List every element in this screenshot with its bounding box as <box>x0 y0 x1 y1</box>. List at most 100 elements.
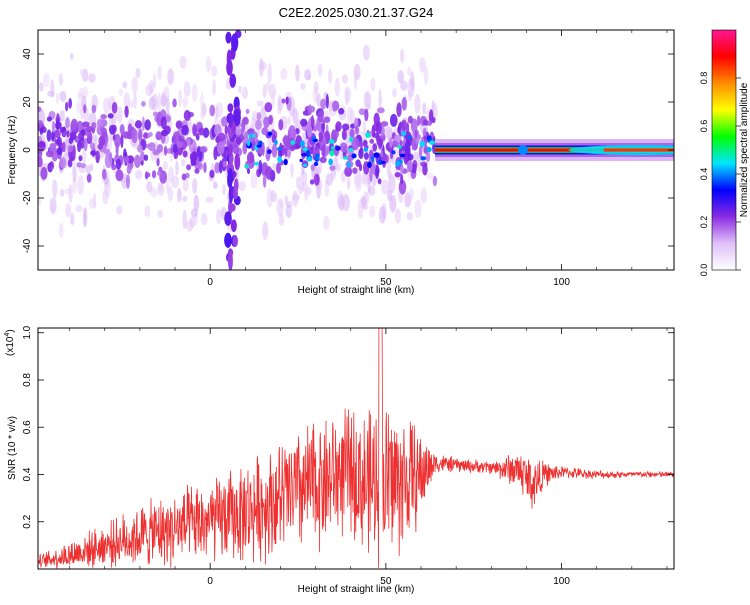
spectrogram-blob <box>380 150 384 158</box>
spectrogram-blob <box>162 161 168 171</box>
spectrogram-speckle <box>426 146 432 153</box>
spectrogram-blob <box>256 100 264 107</box>
spectrogram-blob <box>388 170 393 180</box>
spectrogram-blob <box>396 102 402 118</box>
spectrogram-blob <box>193 126 198 137</box>
spectrogram-blob <box>77 175 85 196</box>
spectrogram-blob <box>339 142 348 153</box>
spectrogram-blob <box>393 134 402 142</box>
spectrogram-blob <box>288 125 296 141</box>
colorbar-tick-label: 0.6 <box>699 120 709 133</box>
spectrogram-blob <box>214 162 221 174</box>
spectrogram-speckle <box>283 158 288 166</box>
spectrogram-blob <box>357 198 364 219</box>
spectrogram-blob <box>371 125 376 138</box>
spectrogram-blob <box>313 173 320 186</box>
spectrogram-blob <box>422 119 428 126</box>
spectrogram-blob <box>295 64 300 82</box>
spectrogram-blob <box>127 123 133 135</box>
spectrogram-blob <box>182 178 189 192</box>
spectrogram-blob <box>189 152 198 162</box>
spectrogram-blob <box>78 155 83 162</box>
spectrogram-blob <box>199 146 208 153</box>
spectrogram-speckle <box>347 161 351 168</box>
spectrogram-blob <box>345 166 351 173</box>
spectrogram-blob <box>148 131 153 138</box>
spectrogram-blob <box>420 187 428 204</box>
spectrogram-blob <box>261 127 269 136</box>
spectrogram-blob <box>398 179 407 195</box>
spectrogram-blob <box>216 141 225 155</box>
spectrogram-blob <box>216 209 222 225</box>
spectrogram-blob <box>183 110 191 122</box>
spectrogram-blob <box>354 125 360 135</box>
spectrogram-blob <box>65 117 70 129</box>
spectrogram-blob <box>295 176 302 190</box>
spectrogram-speckle <box>420 156 427 161</box>
spectrogram-blob <box>178 88 182 108</box>
spectrogram-speckle <box>277 156 282 163</box>
spectrogram-speckle <box>302 163 308 168</box>
spectrogram-speckle <box>363 147 369 152</box>
spectrogram-heatmap <box>38 30 674 270</box>
spectrogram-blob <box>407 115 414 124</box>
spectrogram-blob <box>156 143 164 153</box>
spectrogram-blob <box>38 82 44 92</box>
spectrogram-blob <box>300 170 308 185</box>
spectrogram-blob <box>65 203 72 218</box>
spectrogram-blob <box>414 129 418 139</box>
spectrogram-blob <box>181 124 189 136</box>
spectrogram-stripe-blob <box>226 49 232 69</box>
spectrogram-blob <box>200 212 208 226</box>
spectrogram-blob <box>183 81 191 98</box>
spectrogram-blob <box>156 157 160 167</box>
spectrogram-blob <box>310 164 315 172</box>
spectrogram-stripe-blob <box>229 73 237 88</box>
spectrogram-blob <box>140 151 145 163</box>
spectrogram-blob <box>114 133 121 148</box>
spectrogram-speckle <box>349 136 354 143</box>
spectrogram-speckle <box>380 160 386 164</box>
spectrogram-speckle <box>313 161 319 167</box>
spectrogram-blob <box>338 194 345 211</box>
spectrogram-speckle <box>256 144 263 148</box>
spectrogram-blob <box>38 120 44 126</box>
spectrogram-blob <box>58 73 63 87</box>
spectrogram-blob <box>47 90 55 97</box>
spectrogram-blob <box>53 129 61 139</box>
spectrogram-blob <box>381 179 390 195</box>
spectrogram-blob <box>323 116 331 124</box>
spectrogram-speckle <box>330 146 335 150</box>
spectrogram-blob <box>138 128 143 142</box>
spectrogram-blob <box>376 107 385 114</box>
spectrogram-blob <box>160 91 167 107</box>
spectrogram-blob <box>378 206 387 224</box>
spectrogram-blob <box>235 137 242 145</box>
spectrogram-blob <box>276 162 282 174</box>
spectrogram-blob <box>46 129 52 142</box>
spectrogram-stripe-blob <box>227 103 234 113</box>
spectrogram-blob <box>181 158 186 167</box>
spectrogram-blob <box>392 88 397 98</box>
x-tick-label: 0 <box>207 277 213 288</box>
spectrogram-speckle <box>315 156 320 161</box>
spectrogram-blob <box>281 98 286 104</box>
spectrogram-blob <box>268 114 273 125</box>
spectrogram-blob <box>182 96 188 108</box>
spectrogram-blob <box>406 212 414 221</box>
spectrogram-blob <box>100 114 107 120</box>
spectrogram-blob <box>262 84 267 99</box>
snr-series-line <box>38 328 674 569</box>
spectrogram-blob <box>233 127 242 136</box>
spectrogram-blob <box>165 97 170 116</box>
spectrogram-blob <box>418 145 423 158</box>
spectrogram-blob <box>134 120 143 129</box>
spectrogram-blob <box>246 151 255 164</box>
spectrogram-blob <box>191 84 198 102</box>
spectrogram-blob <box>194 168 200 174</box>
spectrogram-blob <box>363 191 369 206</box>
spectrogram-blob <box>70 52 74 61</box>
spectrogram-blob <box>369 205 376 218</box>
spectrogram-blob <box>351 136 360 151</box>
